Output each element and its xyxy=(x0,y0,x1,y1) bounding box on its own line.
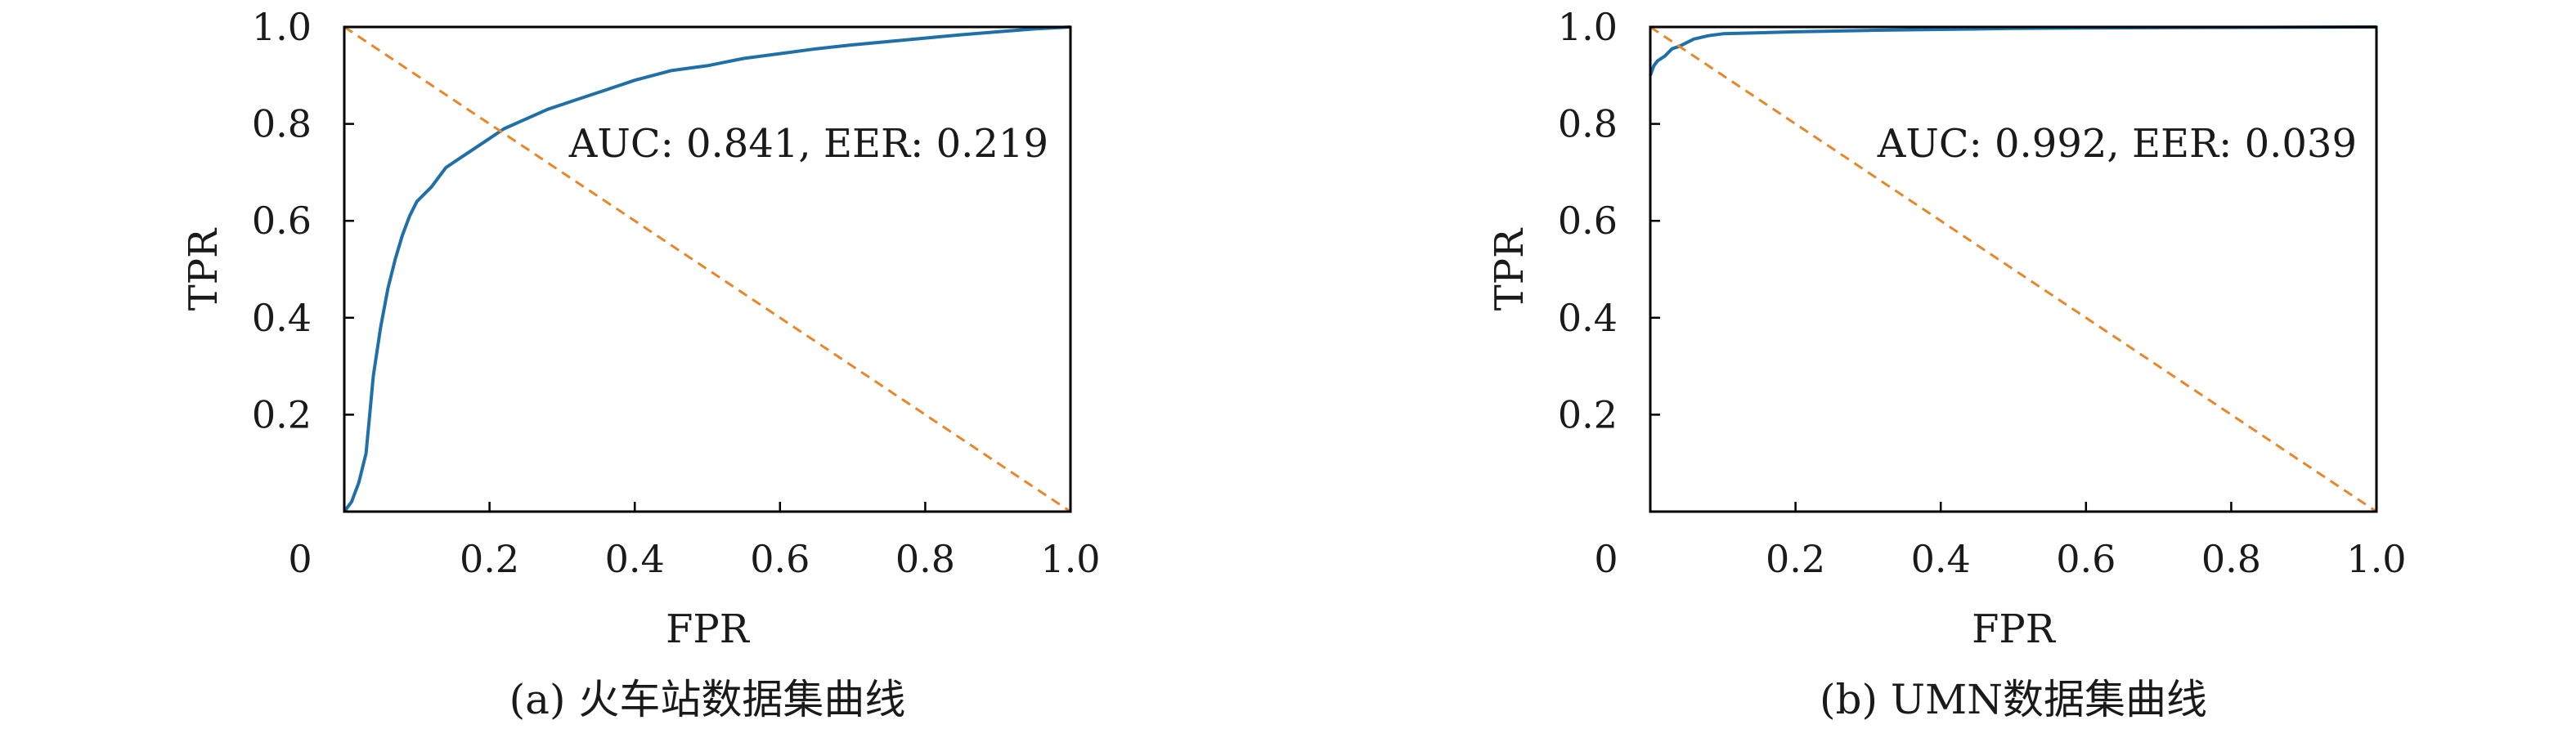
roc-curve-line xyxy=(343,25,1071,513)
axis-ticks: 0 0.2 0.4 0.6 0.8 1.0 0.2 0.4 0.6 0.8 1.0 xyxy=(252,5,1101,581)
x-tick-label: 0.2 xyxy=(460,537,519,581)
x-tick-label: 0.4 xyxy=(605,537,665,581)
x-tick-label: 0.8 xyxy=(2201,537,2261,581)
y-tick-label: 0.6 xyxy=(252,199,312,243)
x-tick-label: 0 xyxy=(1594,537,1618,581)
x-axis-label: FPR xyxy=(666,606,751,652)
x-tick-label: 0 xyxy=(288,537,312,581)
plot-frame xyxy=(1649,25,2378,513)
chart-marks xyxy=(1649,25,2377,513)
x-tick-label: 0.2 xyxy=(1766,537,1825,581)
x-tick-label: 0.4 xyxy=(1911,537,1971,581)
x-tick-label: 0.8 xyxy=(895,537,955,581)
chart-marks xyxy=(343,25,1071,513)
y-tick-label: 0.8 xyxy=(252,102,312,146)
y-axis-label: TPR xyxy=(1487,227,1533,311)
y-tick-label: 1.0 xyxy=(1558,5,1618,49)
y-tick-label: 0.6 xyxy=(1558,199,1618,243)
eer-diagonal-line xyxy=(343,25,1071,513)
auc-eer-annotation: AUC: 0.992, EER: 0.039 xyxy=(1877,121,2357,167)
y-tick-label: 1.0 xyxy=(252,5,312,49)
x-tick-label: 0.6 xyxy=(750,537,810,581)
y-tick-label: 0.2 xyxy=(1558,392,1618,436)
axis-ticks: 0 0.2 0.4 0.6 0.8 1.0 0.2 0.4 0.6 0.8 1.0 xyxy=(1558,5,2407,581)
x-tick-label: 1.0 xyxy=(2346,537,2406,581)
figure-caption: (b) UMN数据集曲线 xyxy=(1820,676,2207,723)
eer-diagonal-line xyxy=(1649,25,2377,513)
y-tick-label: 0.4 xyxy=(252,296,312,340)
x-tick-label: 1.0 xyxy=(1040,537,1100,581)
roc-panel-a: 0 0.2 0.4 0.6 0.8 1.0 0.2 0.4 0.6 0.8 1.0 AUC: 0.8… xyxy=(181,5,1101,723)
y-tick-label: 0.2 xyxy=(252,392,312,436)
y-tick-label: 0.8 xyxy=(1558,102,1618,146)
auc-eer-annotation: AUC: 0.841, EER: 0.219 xyxy=(568,121,1048,167)
plot-frame xyxy=(343,25,1072,513)
x-tick-label: 0.6 xyxy=(2056,537,2116,581)
figure-caption: (a) 火车站数据集曲线 xyxy=(509,676,906,723)
y-tick-label: 0.4 xyxy=(1558,296,1618,340)
y-axis-label: TPR xyxy=(181,227,227,311)
x-axis-label: FPR xyxy=(1972,606,2057,652)
roc-panel-b: 0 0.2 0.4 0.6 0.8 1.0 0.2 0.4 0.6 0.8 1.0 AUC: 0.9… xyxy=(1487,5,2407,723)
roc-curve-line xyxy=(1649,25,2377,76)
